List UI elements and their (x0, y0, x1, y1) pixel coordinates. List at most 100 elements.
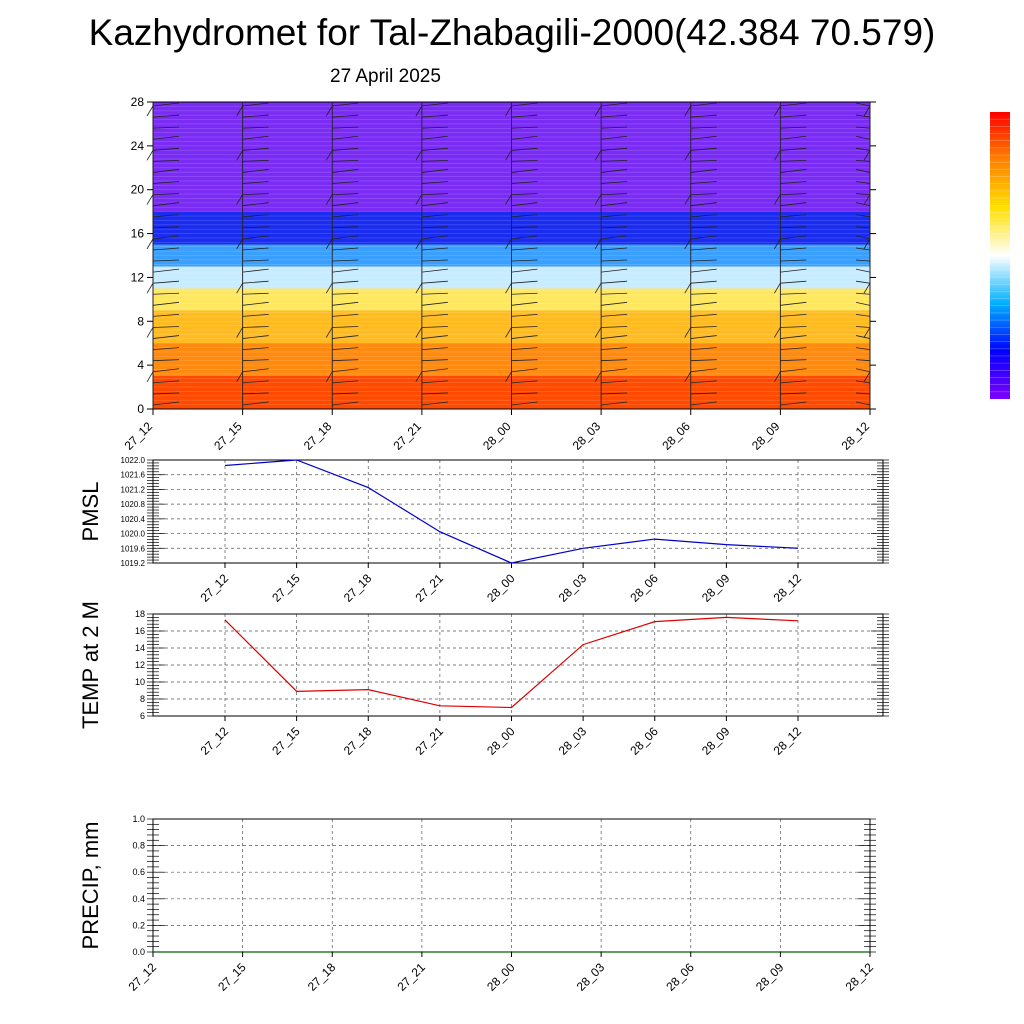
wind-barb (242, 259, 269, 262)
wind-barb (855, 235, 871, 240)
wind-barb (421, 326, 448, 328)
wind-barb (242, 301, 269, 306)
wind-barb (415, 371, 423, 382)
y-tick-label: 16 (131, 227, 145, 241)
wind-barb (332, 135, 359, 140)
wind-barb (332, 226, 359, 229)
wind-barb (863, 150, 871, 161)
wind-barb (415, 238, 423, 250)
wind-barb (855, 214, 871, 218)
wind-barb (152, 335, 180, 339)
wind-barb (152, 326, 180, 328)
wind-barb (780, 280, 807, 284)
y-tick-label: 1019.6 (121, 544, 146, 553)
y-tick-label: 6 (140, 711, 145, 721)
x-tick-label: 28_09 (749, 419, 783, 453)
wind-barb (152, 380, 180, 384)
wind-barb (863, 282, 871, 294)
wind-barb (780, 202, 807, 207)
wind-barb (855, 147, 871, 151)
wind-barb (511, 193, 538, 195)
wind-barb (421, 169, 448, 173)
wind-barb (855, 392, 871, 395)
x-tick-label: 27_15 (211, 419, 245, 453)
wind-barb (594, 238, 602, 250)
wind-barb (152, 169, 180, 173)
y-axis-label: PMSL (78, 482, 103, 542)
wind-barb (594, 150, 602, 161)
wind-barb (242, 235, 269, 240)
wind-barb (601, 368, 628, 373)
wind-barb (690, 335, 717, 339)
wind-barb (332, 169, 359, 173)
x-tick-label: 28_00 (484, 571, 518, 605)
wind-barb (780, 102, 807, 107)
wind-barb (511, 301, 538, 306)
wind-barb (511, 335, 538, 339)
wind-barb (242, 226, 269, 229)
wind-barb (242, 368, 269, 373)
wind-barb (601, 326, 628, 328)
y-tick-label: 1019.2 (121, 559, 146, 568)
wind-barb (332, 314, 359, 317)
wind-barb (601, 401, 628, 406)
wind-barb (780, 392, 807, 395)
wind-barb (690, 147, 717, 151)
x-tick-label: 28_03 (556, 724, 590, 758)
y-tick-label: 20 (131, 183, 145, 197)
y-tick-label: 1020.8 (121, 500, 146, 509)
wind-barb (242, 193, 269, 195)
x-tick-label: 27_12 (122, 419, 156, 453)
x-tick-label: 28_09 (699, 571, 733, 605)
wind-barb (780, 214, 807, 218)
wind-barb (332, 347, 359, 351)
wind-barb (152, 247, 180, 251)
wind-barb (780, 126, 807, 129)
wind-barb (511, 326, 538, 328)
x-tick-label: 28_09 (699, 724, 733, 758)
x-tick-label: 27_21 (412, 724, 446, 758)
wind-barb (690, 126, 717, 129)
wind-barb (332, 181, 359, 184)
wind-barb (511, 135, 538, 140)
wind-barb (242, 392, 269, 395)
y-tick-label: 0.2 (132, 920, 145, 930)
wind-barb (415, 282, 423, 294)
wind-barb (855, 159, 871, 162)
wind-barb (505, 194, 512, 205)
wind-barb (855, 401, 871, 406)
x-tick-label: 27_18 (341, 571, 375, 605)
wind-barb (855, 181, 871, 184)
wind-barb (511, 392, 538, 395)
y-tick-label: 14 (135, 643, 145, 653)
wind-barb (332, 268, 359, 273)
wind-barb (332, 202, 359, 207)
wind-barb (780, 169, 807, 173)
wind-barb (690, 326, 717, 328)
wind-barb (594, 105, 602, 117)
x-tick-label: 28_03 (574, 960, 608, 994)
y-tick-label: 18 (135, 609, 145, 619)
wind-barb (855, 359, 871, 362)
wind-barb (601, 301, 628, 306)
x-tick-label: 27_21 (394, 960, 428, 994)
wind-barb (774, 282, 781, 294)
wind-barb (421, 235, 448, 240)
page-title: Kazhydromet for Tal-Zhabagili-2000(42.38… (88, 12, 936, 53)
wind-barb (774, 238, 781, 250)
wind-barb (421, 247, 448, 251)
wind-barb (511, 102, 538, 107)
wind-barb (690, 401, 717, 406)
x-tick-label: 28_06 (627, 571, 661, 605)
wind-barb (242, 147, 269, 151)
wind-barb (780, 247, 807, 251)
wind-barb (690, 368, 717, 373)
wind-barb (152, 235, 180, 240)
wind-barb (152, 359, 180, 362)
wind-barb (421, 401, 448, 406)
x-tick-label: 28_00 (480, 419, 514, 453)
x-tick-label: 27_18 (301, 419, 335, 453)
wind-barb (601, 280, 628, 284)
x-tick-label: 28_06 (627, 724, 661, 758)
